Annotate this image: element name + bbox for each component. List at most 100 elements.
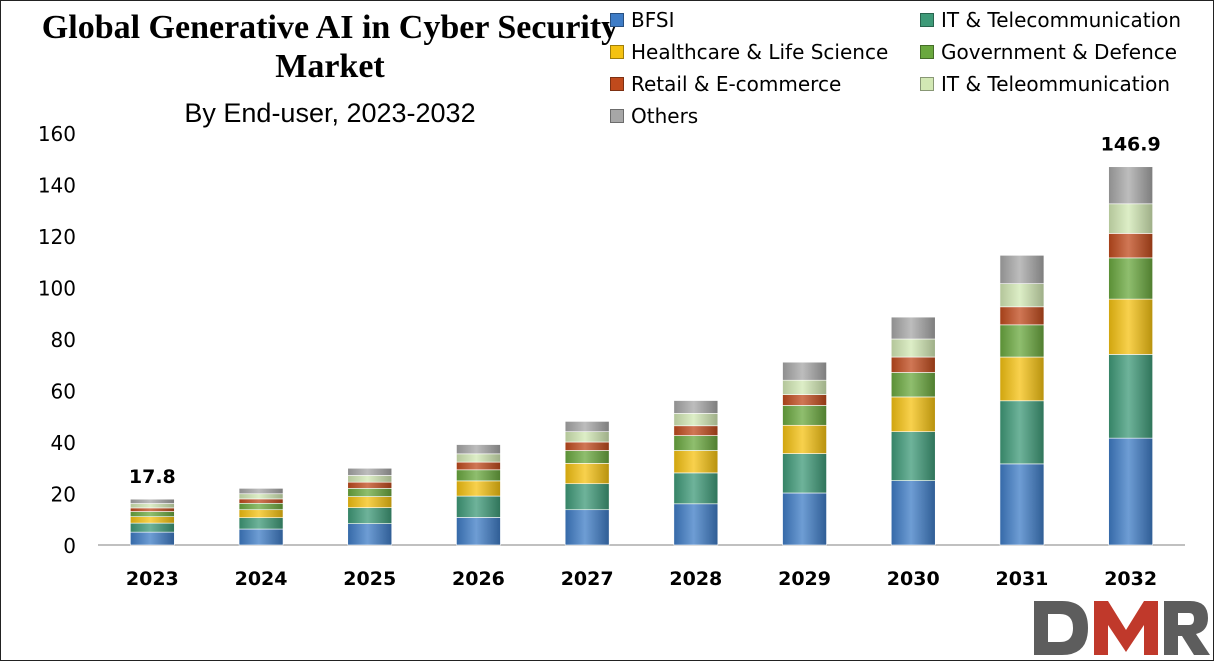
bar-segment [564,441,610,451]
x-tick-label: 2027 [561,568,614,590]
legend-item-it-teleommunication: IT & Teleommunication [920,70,1170,98]
bar-segment [238,493,284,500]
bar-segment [673,435,719,451]
bar-segment [347,467,393,476]
bar-segment [782,453,827,494]
dmr-logo [1034,601,1210,655]
y-tick-label: 0 [63,534,76,558]
x-tick-label: 2025 [343,568,396,590]
bar-segment [456,480,501,497]
y-tick-label: 40 [51,431,76,455]
legend-label-healthcare: Healthcare & Life Science [631,40,889,64]
bar-segment [347,488,393,497]
chart-title: Global Generative AI in Cyber Security M… [41,9,619,85]
bar-segment [564,509,610,546]
bar-segment [564,450,610,464]
legend-item-others: Others [610,102,698,130]
bar-segment [999,283,1045,308]
x-tick-label: 2023 [126,568,179,590]
bar-segment [999,356,1045,402]
bar-segment [456,453,501,463]
bar-segment [1108,257,1153,300]
legend-swatch-government [920,45,934,59]
bar-segment [564,483,610,511]
bar-segment [347,475,393,483]
bar-segment [130,531,175,546]
bar-segment [347,523,393,546]
bar-segment [673,400,719,414]
bar-segment [673,450,719,474]
y-tick-label: 100 [38,277,76,301]
bar-segment [890,480,936,546]
bar-segment [564,431,610,443]
bar-segment [1108,233,1153,259]
bar-stack-2031 [999,255,1045,546]
legend-swatch-bfsi [610,13,624,27]
bar-segment [890,356,936,373]
bar-segment [238,488,284,495]
legend-label-others: Others [631,104,699,128]
bar-segment [673,425,719,436]
bar-segment [782,424,827,454]
bar-segment [999,255,1045,284]
bar-segment [130,507,175,512]
legend-label-government: Government & Defence [941,40,1178,64]
bar-segment [238,509,284,519]
bar-segment [673,472,719,505]
bar-segment [238,498,284,504]
bar-stack-2023 [130,498,175,546]
bar-segment [130,511,175,517]
legend-swatch-others [610,109,624,123]
bar-segment [347,481,393,489]
bar-segment [238,517,284,530]
bar-segment [999,463,1045,546]
bar-stack-2025 [347,467,393,546]
bar-segment [782,492,827,546]
legend-item-retail: Retail & E-commerce [610,70,841,98]
bar-segment [999,306,1045,326]
bar-segment [238,502,284,511]
bar-segment [890,338,936,358]
bar-stack-2027 [564,421,610,546]
y-tick-label: 20 [51,483,76,507]
bar-segment [1108,437,1153,546]
x-tick-label: 2024 [235,568,288,590]
bar-segment [564,421,610,432]
bar-stack-2030 [890,316,936,546]
bar-segment [238,528,284,546]
legend-swatch-it-teleommunication [920,77,934,91]
bar-segment [1108,166,1153,205]
legend-label-it-telecom: IT & Telecommunication [941,8,1182,32]
bar-segment [890,316,936,340]
data-label: 17.8 [129,466,176,488]
bar-segment [782,405,827,426]
y-tick-label: 80 [51,328,76,352]
bar-stack-2028 [673,400,719,546]
y-tick-label: 60 [51,380,76,404]
bar-stack-2032 [1108,166,1153,546]
bar-segment [130,503,175,509]
bars [130,166,1153,546]
data-label: 146.9 [1101,134,1161,156]
x-tick-label: 2032 [1104,568,1157,590]
bar-segment [456,517,501,546]
bar-segment [347,496,393,508]
x-tick-label: 2028 [669,568,722,590]
bar-segment [564,463,610,485]
bar-segment [999,324,1045,358]
bar-segment [130,522,175,533]
bar-segment [456,495,501,518]
bar-segment [782,394,827,406]
bar-segment [890,431,936,481]
bar-segment [456,469,501,482]
bar-segment [782,379,827,395]
x-axis: 2023 17.8 2024 2025 2026 2027 2028 2029 2030 2031… [126,134,1161,590]
chart-subtitle: By End-user, 2023-2032 [184,98,476,128]
bar-segment [1108,203,1153,234]
bar-segment [130,498,175,504]
bar-segment [1108,354,1153,439]
bar-segment [456,444,501,455]
legend-swatch-retail [610,77,624,91]
bar-stack-2029 [782,361,827,546]
y-tick-label: 160 [38,122,76,146]
